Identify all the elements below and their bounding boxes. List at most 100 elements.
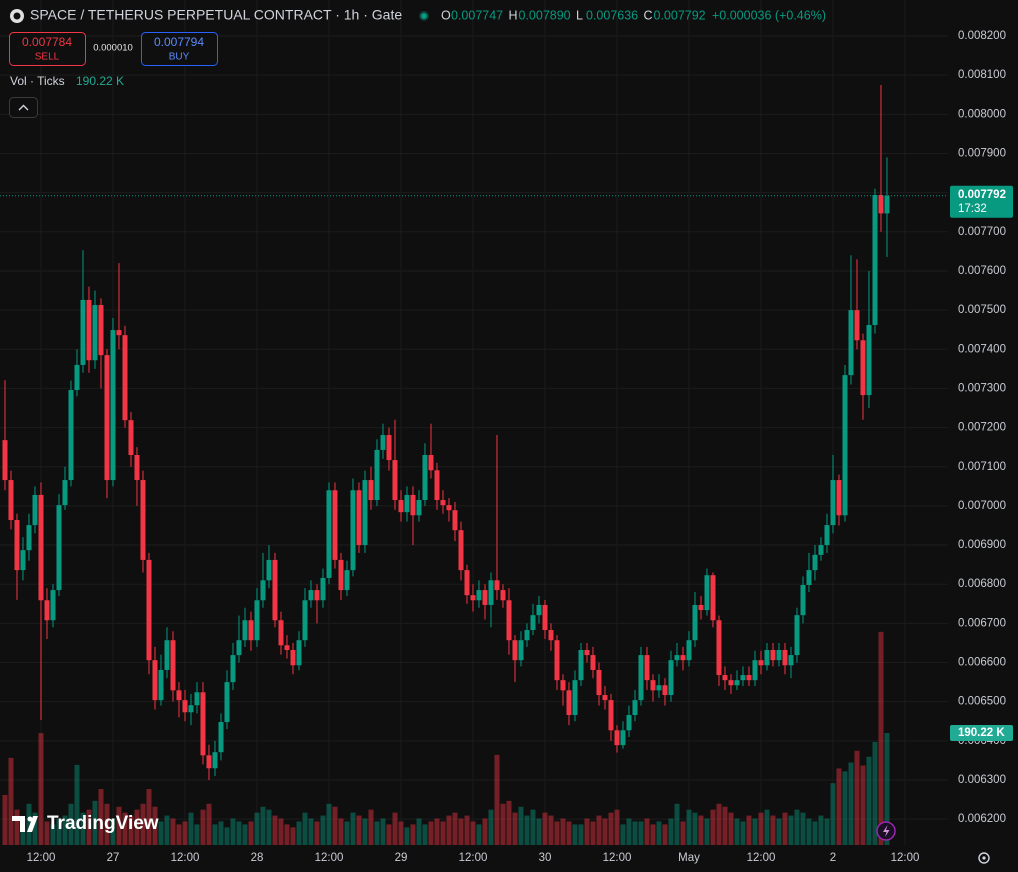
- volume-bar: [398, 821, 404, 845]
- volume-bar: [650, 824, 656, 845]
- candle-body: [782, 650, 788, 666]
- volume-bar: [752, 818, 758, 845]
- volume-bar: [620, 824, 626, 845]
- volume-bar: [350, 812, 356, 845]
- candle-body: [368, 480, 374, 501]
- volume-bar: [854, 750, 860, 845]
- volume-bar: [416, 818, 422, 845]
- candle-body: [866, 325, 872, 396]
- countdown: 17:32: [958, 203, 987, 215]
- y-tick-label: 0.007100: [958, 461, 1006, 473]
- candle-body: [206, 755, 212, 769]
- candle-body: [326, 490, 332, 578]
- candle-body: [680, 655, 686, 661]
- volume-bar: [686, 809, 692, 845]
- candle-body: [458, 530, 464, 571]
- volume-bar: [470, 821, 476, 845]
- volume-bar: [92, 800, 98, 845]
- candle-body: [542, 604, 548, 631]
- candle-body: [764, 650, 770, 666]
- collapse-icon: [18, 104, 29, 111]
- settings-button[interactable]: [978, 852, 990, 864]
- volume-bar: [230, 818, 236, 845]
- candle-body: [272, 559, 278, 621]
- candle-body: [188, 705, 194, 713]
- candle-body: [194, 692, 200, 706]
- candle-body: [722, 675, 728, 681]
- candle-body: [254, 600, 260, 641]
- sell-label[interactable]: SELL: [35, 52, 60, 63]
- volume-bar: [386, 824, 392, 845]
- volume-bar: [602, 818, 608, 845]
- volume-bar: [50, 824, 56, 845]
- candle-body: [476, 590, 482, 601]
- x-tick-label: 2: [830, 852, 836, 864]
- buy-price[interactable]: 0.007794: [154, 35, 204, 49]
- volume-bar: [98, 789, 104, 845]
- candle-body: [314, 590, 320, 601]
- sell-price[interactable]: 0.007784: [22, 35, 72, 49]
- volume-bar: [338, 818, 344, 845]
- volume-bar: [572, 824, 578, 845]
- volume-bar: [824, 818, 830, 845]
- candle-body: [842, 375, 848, 516]
- candle-body: [854, 310, 860, 341]
- volume-bar: [44, 821, 50, 845]
- candle-body: [788, 655, 794, 666]
- candle-body: [74, 364, 80, 390]
- x-tick-label: 12:00: [171, 852, 200, 864]
- candle-body: [464, 570, 470, 596]
- y-tick-label: 0.006300: [958, 774, 1006, 786]
- buy-button[interactable]: [141, 32, 218, 66]
- candle-body: [596, 669, 602, 696]
- last-price-badge: [950, 185, 1013, 218]
- collapse-button[interactable]: [9, 97, 38, 118]
- volume-bar: [842, 771, 848, 845]
- buy-label[interactable]: BUY: [169, 52, 190, 63]
- volume-bar: [878, 631, 884, 845]
- candle-body: [536, 604, 542, 616]
- volume-bar: [734, 818, 740, 845]
- candle-body: [734, 680, 740, 686]
- volume-bar: [62, 815, 68, 845]
- volume-badge: [950, 724, 1013, 741]
- volume-bar: [218, 821, 224, 845]
- volume-bar: [272, 815, 278, 845]
- volume-bar: [668, 818, 674, 845]
- volume-bar: [788, 815, 794, 845]
- candle-body: [68, 390, 74, 481]
- candle-body: [602, 695, 608, 701]
- ohlc-value: 0.007636: [586, 8, 638, 22]
- volume-bar: [446, 815, 452, 845]
- volume-bar: [404, 827, 410, 845]
- y-tick-label: 0.008200: [958, 30, 1006, 42]
- volume-bar: [530, 809, 536, 845]
- candle-body: [32, 494, 38, 526]
- candle-body: [434, 470, 440, 501]
- volume-bar: [86, 809, 92, 845]
- volume-bar: [302, 812, 308, 845]
- volume-bar: [56, 818, 62, 845]
- x-tick-label: 29: [395, 852, 408, 864]
- volume-bar: [758, 812, 764, 845]
- volume-bar: [794, 809, 800, 845]
- candle-body: [674, 655, 680, 661]
- sell-button[interactable]: [9, 32, 86, 66]
- candle-body: [416, 500, 422, 516]
- chart-title: SPACE / TETHERUS PERPETUAL CONTRACT · 1h…: [30, 7, 402, 23]
- volume-bar: [140, 803, 146, 845]
- volume-bar: [800, 812, 806, 845]
- volume-bar: [134, 809, 140, 845]
- volume-bar: [170, 818, 176, 845]
- volume-bar: [200, 809, 206, 845]
- volume-bar: [434, 818, 440, 845]
- volume-bars: [2, 631, 890, 845]
- ohlc-letter: H: [509, 8, 518, 22]
- candle-body: [560, 680, 566, 691]
- candle-body: [452, 510, 458, 531]
- candle-body: [800, 585, 806, 616]
- volume-bar: [704, 818, 710, 845]
- candle-body: [422, 455, 428, 501]
- candle-body: [572, 680, 578, 715]
- volume-bar: [464, 815, 470, 845]
